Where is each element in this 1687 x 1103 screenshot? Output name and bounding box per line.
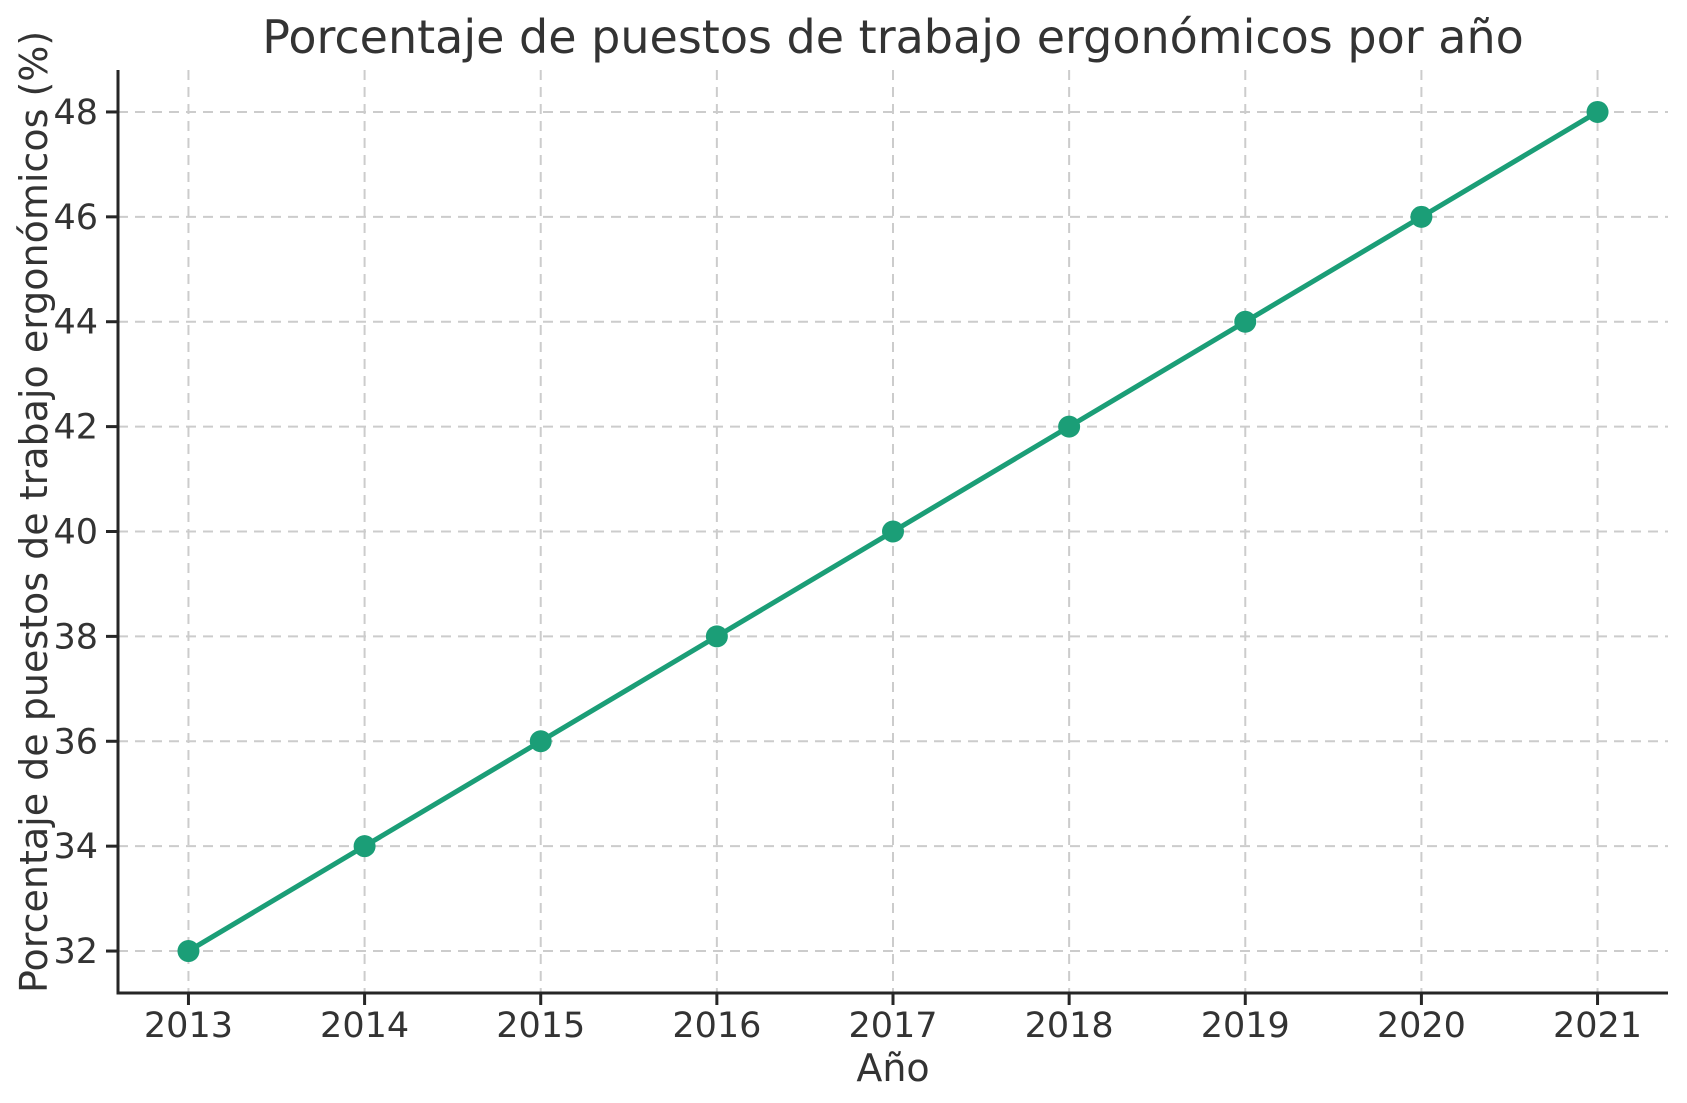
x-tick-label: 2015 (496, 1006, 585, 1046)
x-tick-label: 2021 (1553, 1006, 1642, 1046)
data-point (1234, 310, 1257, 333)
x-tick-label: 2014 (320, 1006, 409, 1046)
x-axis-label: Año (856, 1046, 930, 1090)
data-point (353, 835, 376, 858)
y-tick-label: 44 (53, 303, 98, 343)
chart-title: Porcentaje de puestos de trabajo ergonóm… (262, 10, 1524, 64)
y-tick-label: 36 (53, 722, 98, 762)
x-tick-label: 2019 (1201, 1006, 1290, 1046)
data-point (882, 520, 904, 543)
y-tick-label: 38 (53, 617, 98, 657)
y-tick-label: 40 (53, 513, 98, 553)
y-tick-label: 48 (53, 93, 98, 133)
data-point (1058, 415, 1081, 438)
x-tick-label: 2016 (672, 1006, 761, 1046)
data-point (177, 940, 200, 963)
y-tick-label: 46 (53, 198, 98, 238)
y-tick-label: 32 (53, 932, 98, 972)
y-tick-label: 34 (53, 827, 98, 867)
data-point (1410, 205, 1433, 228)
x-tick-label: 2020 (1377, 1006, 1466, 1046)
x-tick-label: 2018 (1025, 1006, 1114, 1046)
data-point (705, 625, 728, 648)
x-tick-label: 2013 (144, 1006, 233, 1046)
y-tick-label: 42 (53, 408, 98, 448)
x-tick-label: 2017 (848, 1006, 937, 1046)
data-point (1586, 100, 1609, 123)
data-point (529, 730, 552, 753)
